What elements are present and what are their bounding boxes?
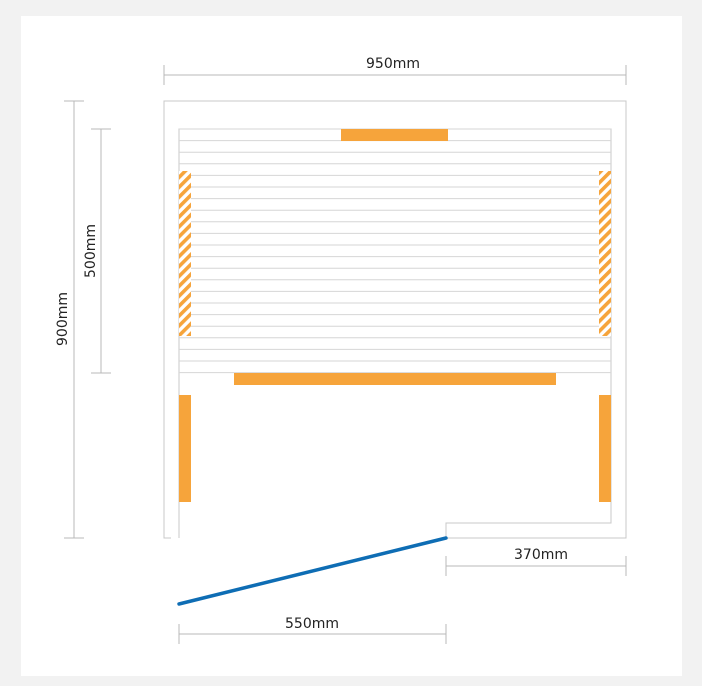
bench-slats: [179, 128, 611, 374]
width-dimension-label: 950mm: [366, 56, 420, 72]
door-width-dimension: [178, 624, 447, 644]
heater-bench-front: [234, 373, 556, 385]
door-width-dimension-label: 550mm: [285, 616, 339, 632]
depth-dimension-label: 900mm: [55, 292, 71, 346]
right-segment-dimension: [445, 556, 627, 576]
bench-height-dimension-label: 500mm: [83, 224, 99, 278]
cabin-outline: [163, 100, 627, 539]
heater-top: [341, 129, 448, 141]
heater-left-lower: [179, 395, 191, 502]
drawing-frame: 950mm 900mm 500mm 370mm 550mm: [21, 16, 682, 676]
door-panel: [177, 536, 448, 606]
depth-dimension: [64, 100, 84, 539]
heater-left-hatched: [179, 171, 191, 336]
right-segment-dimension-label: 370mm: [514, 547, 568, 563]
bench-height-dimension: [91, 128, 111, 374]
heater-right-hatched: [599, 171, 611, 336]
width-dimension: [163, 65, 627, 85]
sauna-floor-plan: 950mm 900mm 500mm 370mm 550mm: [55, 56, 627, 644]
heater-right-lower: [599, 395, 611, 502]
